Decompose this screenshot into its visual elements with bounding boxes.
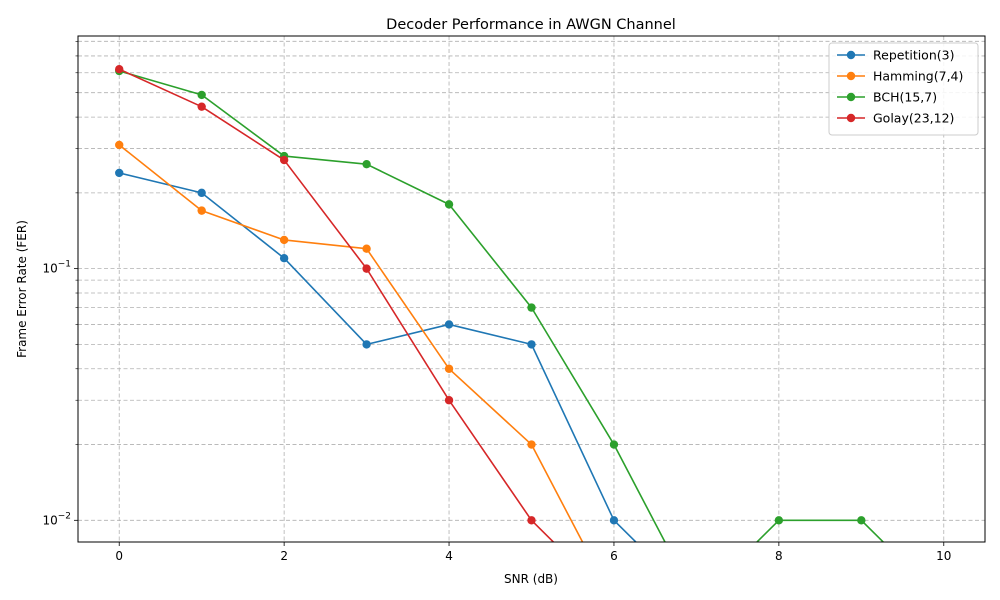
data-point (362, 264, 371, 273)
plot-frame (77, 35, 986, 543)
legend-label: Hamming(7,4) (873, 69, 963, 84)
legend: Repetition(3) Hamming(7,4) BCH(15,7) Golay(… (828, 42, 979, 136)
x-tick-label: 6 (610, 549, 618, 563)
x-tick-label: 8 (775, 549, 783, 563)
data-point (279, 254, 289, 263)
legend-label: BCH(15,7) (873, 90, 937, 105)
legend-label: Repetition(3) (873, 48, 954, 63)
legend-marker (846, 71, 856, 81)
data-point (609, 440, 619, 449)
data-point (857, 516, 866, 525)
data-point (115, 168, 124, 178)
data-point (115, 64, 124, 74)
x-tick-label: 2 (280, 549, 288, 563)
data-point (115, 140, 124, 150)
data-point (527, 440, 536, 449)
y-axis: 10−2 10−1 (42, 41, 78, 527)
data-point (609, 516, 619, 525)
data-point (197, 102, 206, 111)
y-axis-label: Frame Error Rate (FER) (15, 220, 29, 358)
x-axis: 0 2 4 6 8 10 (115, 542, 951, 563)
data-point (527, 303, 536, 312)
data-point (444, 200, 454, 209)
chart-title: Decoder Performance in AWGN Channel (386, 17, 676, 33)
legend-box (828, 42, 979, 136)
data-point (444, 364, 454, 373)
legend-marker (846, 50, 856, 60)
legend-marker (846, 92, 856, 102)
data-point (197, 90, 206, 100)
series-group (115, 64, 885, 542)
data-point (279, 155, 289, 165)
x-axis-label: SNR (dB) (504, 572, 558, 586)
y-tick-label: 10−2 (42, 511, 71, 527)
data-point (444, 396, 454, 405)
data-point (362, 159, 371, 169)
data-point (444, 320, 454, 329)
data-point (527, 340, 536, 349)
x-tick-label: 4 (445, 549, 453, 563)
x-tick-label: 0 (115, 549, 123, 563)
data-point (774, 516, 784, 525)
data-point (197, 206, 206, 215)
data-point (279, 235, 289, 245)
data-point (362, 244, 371, 253)
data-point (197, 188, 206, 198)
data-point (362, 340, 371, 349)
y-tick-label: 10−1 (42, 260, 71, 276)
legend-marker (846, 113, 856, 123)
x-tick-label: 10 (936, 549, 951, 563)
data-point (527, 516, 536, 525)
legend-label: Golay(23,12) (873, 111, 954, 126)
